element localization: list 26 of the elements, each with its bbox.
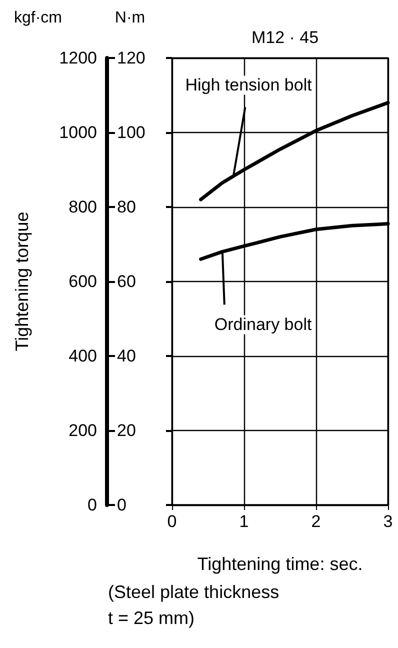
- y2-tick-label: 40: [117, 346, 136, 366]
- y-tick-label: 400: [68, 346, 97, 366]
- x-tick-label: 0: [167, 512, 177, 531]
- y-tick-label: 1200: [59, 48, 97, 68]
- y2-tick-label: 20: [117, 421, 136, 440]
- annotation: Ordinary bolt: [214, 315, 312, 334]
- y-axis-title: Tightening torque: [12, 212, 32, 352]
- x-tick-label: 1: [239, 512, 249, 531]
- chart-title: M12 · 45: [251, 28, 319, 47]
- x-axis-title: Tightening time: sec.: [197, 554, 363, 574]
- x-tick-label: 2: [311, 512, 321, 531]
- y2-tick-label: 0: [117, 496, 126, 514]
- y-tick-label: 800: [68, 198, 97, 216]
- text: N·m: [114, 10, 146, 26]
- y-tick-label: 600: [68, 272, 97, 291]
- text: kgf·cm: [14, 10, 62, 26]
- x-tick-label: 3: [383, 512, 393, 531]
- y2-tick-label: 60: [117, 272, 136, 291]
- y-tick-label: 200: [68, 421, 97, 440]
- y2-tick-label: 100: [117, 123, 146, 142]
- y-tick-label: 1000: [59, 123, 97, 142]
- annotation: High tension bolt: [185, 76, 312, 95]
- y2-tick-label: 120: [117, 48, 146, 68]
- y2-tick-label: 80: [117, 198, 136, 216]
- text: (Steel plate thickness t = 25 mm): [108, 582, 280, 628]
- y-tick-label: 0: [88, 496, 97, 514]
